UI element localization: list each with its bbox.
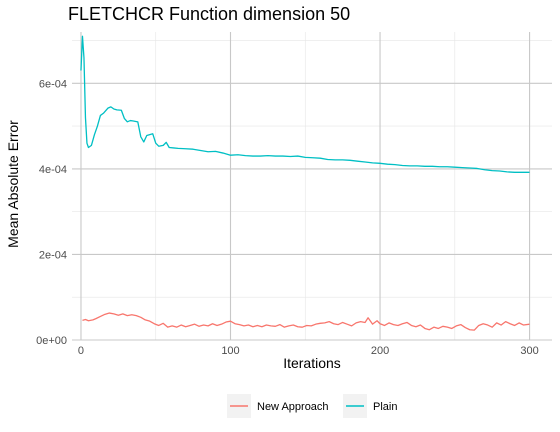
- y-axis-label: Mean Absolute Error: [5, 120, 21, 248]
- x-axis-ticks: 0 100 200 300: [78, 345, 539, 357]
- y-tick-label: 0e+00: [36, 335, 67, 347]
- series-line-new-approach: [82, 312, 530, 331]
- series-line-plain: [80, 35, 530, 173]
- legend-label: Plain: [373, 401, 397, 413]
- series-layer: [80, 35, 530, 331]
- x-tick-label: 100: [221, 345, 239, 357]
- y-axis-ticks: 0e+00 2e-04 4e-04 6e-04: [36, 78, 67, 347]
- x-tick-label: 300: [520, 345, 538, 357]
- chart-title: FLETCHCR Function dimension 50: [68, 4, 350, 24]
- legend: New Approach Plain: [227, 394, 397, 418]
- y-tick-label: 6e-04: [39, 78, 67, 90]
- y-tick-label: 2e-04: [39, 249, 67, 261]
- grid-lines: [72, 32, 552, 341]
- y-tick-label: 4e-04: [39, 164, 67, 176]
- x-tick-label: 0: [78, 345, 84, 357]
- x-axis-label: Iterations: [283, 355, 341, 371]
- legend-item-plain: Plain: [343, 394, 397, 418]
- legend-item-new-approach: New Approach: [227, 394, 329, 418]
- x-tick-label: 200: [371, 345, 389, 357]
- legend-label: New Approach: [257, 401, 329, 413]
